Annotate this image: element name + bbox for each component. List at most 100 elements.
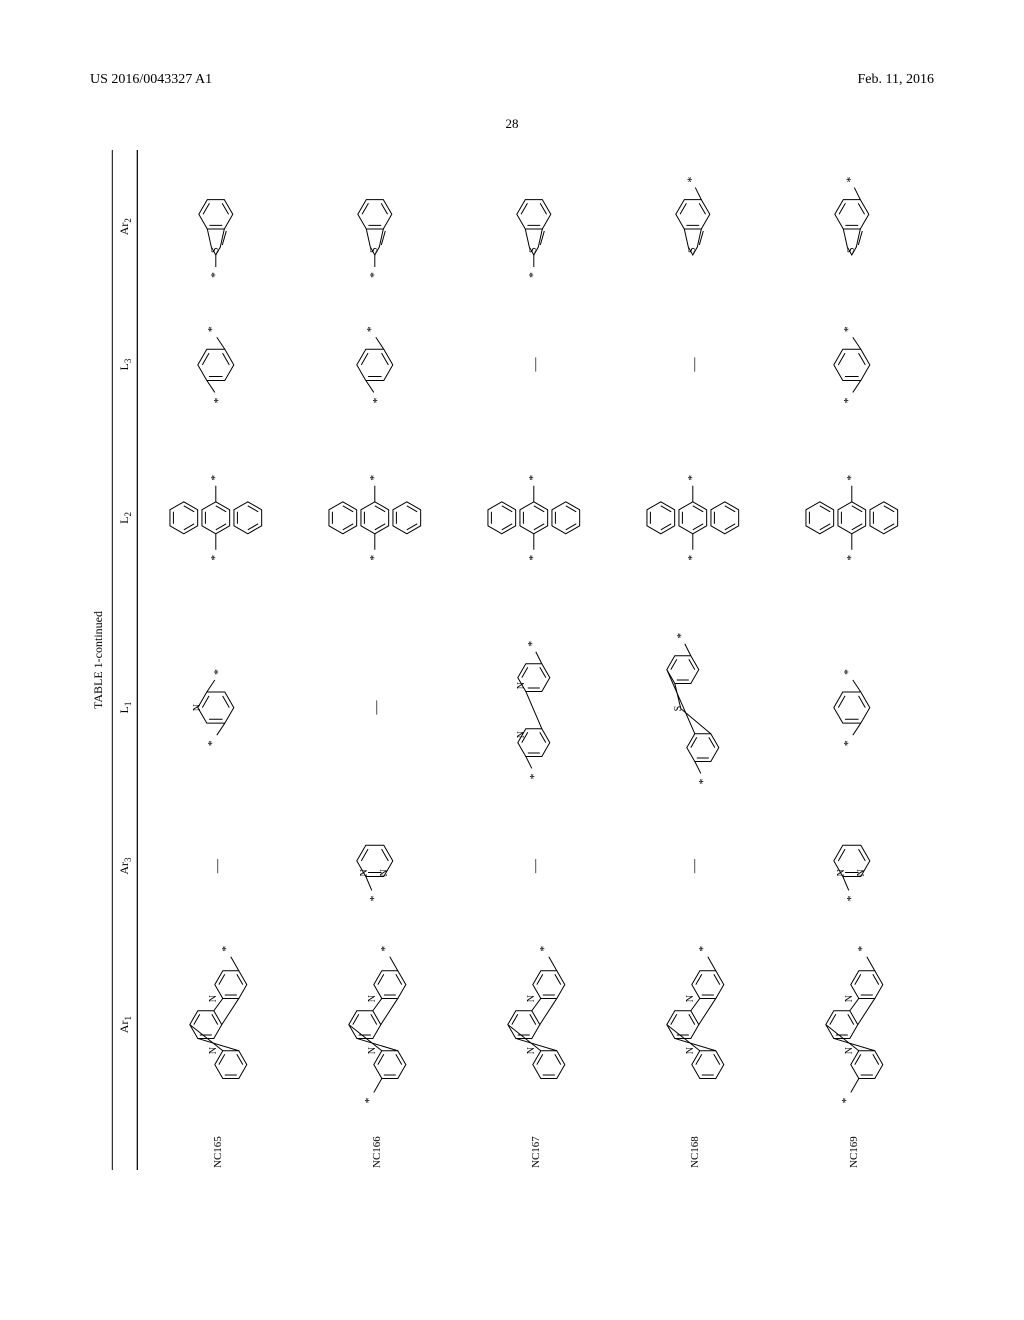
svg-text:S: S xyxy=(846,248,857,254)
row-id: NC166 xyxy=(297,1122,456,1170)
cell-l2: ** xyxy=(615,426,774,610)
cell-ar1: N N * xyxy=(615,927,774,1122)
svg-text:N: N xyxy=(526,995,537,1002)
chemical-table: Ar1 Ar3 L1 L2 L3 Ar2 NC165NN*—N******S*N… xyxy=(112,150,933,1170)
svg-text:N: N xyxy=(379,869,390,876)
svg-text:N: N xyxy=(208,1047,219,1054)
svg-text:S: S xyxy=(528,248,539,254)
cell-l3: ** xyxy=(774,303,933,425)
svg-text:*: * xyxy=(367,555,381,561)
cell-l3: ** xyxy=(297,303,456,425)
row-id: NC165 xyxy=(138,1122,298,1170)
cell-ar1: N N * xyxy=(138,927,298,1122)
cell-ar1: N N * * xyxy=(774,927,933,1122)
svg-text:*: * xyxy=(211,397,225,403)
table-row: NC169NN**NN*******S* xyxy=(774,150,933,1170)
svg-text:S: S xyxy=(687,248,698,254)
svg-text:N: N xyxy=(844,995,855,1002)
svg-text:*: * xyxy=(526,475,540,481)
svg-text:*: * xyxy=(208,272,222,278)
publication-number: US 2016/0043327 A1 xyxy=(90,72,212,88)
svg-text:S: S xyxy=(210,248,221,254)
publication-date: Feb. 11, 2016 xyxy=(858,72,934,88)
row-id: NC168 xyxy=(615,1122,774,1170)
page-number: 28 xyxy=(0,116,1024,132)
cell-ar3: — xyxy=(456,805,615,927)
svg-text:N: N xyxy=(844,1047,855,1054)
svg-text:*: * xyxy=(378,946,392,952)
cell-ar3: NN* xyxy=(297,805,456,927)
svg-text:*: * xyxy=(696,778,710,784)
svg-text:N: N xyxy=(367,995,378,1002)
cell-ar3: NN* xyxy=(774,805,933,927)
table-row: NC165NN*—N******S* xyxy=(138,150,298,1170)
cell-ar2: S* xyxy=(138,150,298,303)
svg-text:*: * xyxy=(855,946,869,952)
svg-text:*: * xyxy=(525,641,539,647)
svg-text:*: * xyxy=(684,177,698,183)
row-id: NC169 xyxy=(774,1122,933,1170)
col-ar1: Ar1 xyxy=(112,927,137,1122)
svg-text:*: * xyxy=(674,633,688,639)
col-blank xyxy=(112,1122,137,1170)
cell-l1: N N * * xyxy=(456,610,615,805)
cell-ar2: S* xyxy=(297,150,456,303)
cell-l2: ** xyxy=(456,426,615,610)
svg-text:*: * xyxy=(370,397,384,403)
svg-text:*: * xyxy=(367,896,381,902)
cell-l1: S * * xyxy=(615,610,774,805)
svg-text:*: * xyxy=(367,475,381,481)
svg-text:N: N xyxy=(208,995,219,1002)
svg-text:*: * xyxy=(537,946,551,952)
svg-text:*: * xyxy=(841,397,855,403)
svg-text:*: * xyxy=(841,326,855,332)
cell-ar2: S* xyxy=(456,150,615,303)
svg-text:*: * xyxy=(362,1097,376,1103)
svg-text:*: * xyxy=(211,669,225,675)
cell-l3: ** xyxy=(138,303,298,425)
svg-text:N: N xyxy=(516,731,527,738)
svg-text:*: * xyxy=(367,272,381,278)
cell-l1: — xyxy=(297,610,456,805)
svg-text:*: * xyxy=(841,669,855,675)
svg-text:N: N xyxy=(367,1047,378,1054)
svg-text:*: * xyxy=(208,475,222,481)
svg-text:*: * xyxy=(844,555,858,561)
col-l1: L1 xyxy=(112,610,137,805)
svg-text:*: * xyxy=(526,555,540,561)
svg-text:*: * xyxy=(844,475,858,481)
svg-text:*: * xyxy=(364,326,378,332)
svg-text:*: * xyxy=(841,740,855,746)
cell-l3: — xyxy=(615,303,774,425)
table-container: TABLE 1-continued Ar1 Ar3 L1 L2 L3 Ar2 N… xyxy=(91,150,933,1170)
svg-text:*: * xyxy=(208,555,222,561)
cell-l1: ** xyxy=(774,610,933,805)
cell-l2: ** xyxy=(774,426,933,610)
svg-text:*: * xyxy=(685,475,699,481)
table-title: TABLE 1-continued xyxy=(91,150,106,1170)
svg-text:*: * xyxy=(527,773,541,779)
svg-text:*: * xyxy=(839,1097,853,1103)
svg-text:*: * xyxy=(696,946,710,952)
cell-ar3: — xyxy=(615,805,774,927)
table-row: NC168NN*—S****—S* xyxy=(615,150,774,1170)
cell-ar1: N N * * xyxy=(297,927,456,1122)
cell-l2: ** xyxy=(297,426,456,610)
svg-text:N: N xyxy=(516,682,527,689)
svg-text:N: N xyxy=(836,869,847,876)
svg-text:*: * xyxy=(205,326,219,332)
cell-ar3: — xyxy=(138,805,298,927)
svg-text:S: S xyxy=(673,706,684,712)
svg-text:S: S xyxy=(369,248,380,254)
svg-text:*: * xyxy=(685,555,699,561)
cell-l1: N** xyxy=(138,610,298,805)
table-row: NC167NN*—NN****—S* xyxy=(456,150,615,1170)
svg-text:N: N xyxy=(856,869,867,876)
svg-text:*: * xyxy=(219,946,233,952)
col-ar3: Ar3 xyxy=(112,805,137,927)
cell-l2: ** xyxy=(138,426,298,610)
row-id: NC167 xyxy=(456,1122,615,1170)
svg-text:*: * xyxy=(526,272,540,278)
svg-text:N: N xyxy=(685,995,696,1002)
svg-text:N: N xyxy=(685,1047,696,1054)
